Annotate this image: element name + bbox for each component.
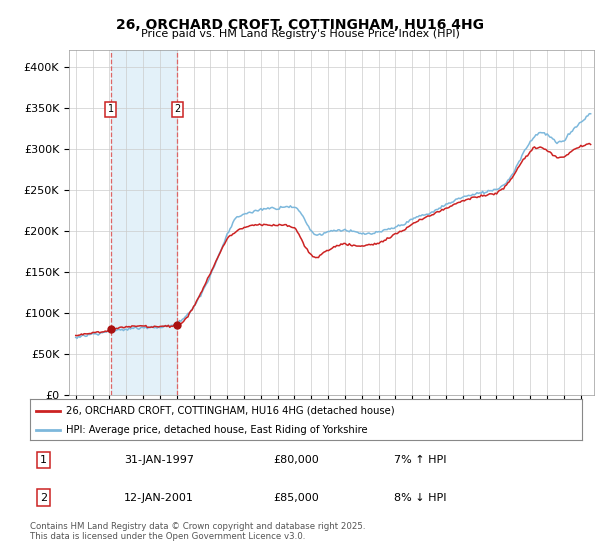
Text: 7% ↑ HPI: 7% ↑ HPI <box>394 455 447 465</box>
Text: 2: 2 <box>174 105 181 114</box>
Text: 1: 1 <box>107 105 114 114</box>
Text: 12-JAN-2001: 12-JAN-2001 <box>124 493 194 502</box>
Text: Price paid vs. HM Land Registry's House Price Index (HPI): Price paid vs. HM Land Registry's House … <box>140 29 460 39</box>
Text: HPI: Average price, detached house, East Riding of Yorkshire: HPI: Average price, detached house, East… <box>66 424 368 435</box>
Text: £85,000: £85,000 <box>273 493 319 502</box>
Text: 26, ORCHARD CROFT, COTTINGHAM, HU16 4HG: 26, ORCHARD CROFT, COTTINGHAM, HU16 4HG <box>116 18 484 32</box>
Bar <box>111 50 178 395</box>
Text: 1: 1 <box>40 455 47 465</box>
Text: £80,000: £80,000 <box>273 455 319 465</box>
Text: 2: 2 <box>40 493 47 502</box>
Text: 26, ORCHARD CROFT, COTTINGHAM, HU16 4HG (detached house): 26, ORCHARD CROFT, COTTINGHAM, HU16 4HG … <box>66 405 395 416</box>
Text: 8% ↓ HPI: 8% ↓ HPI <box>394 493 447 502</box>
Text: 31-JAN-1997: 31-JAN-1997 <box>124 455 194 465</box>
Text: Contains HM Land Registry data © Crown copyright and database right 2025.
This d: Contains HM Land Registry data © Crown c… <box>30 522 365 542</box>
